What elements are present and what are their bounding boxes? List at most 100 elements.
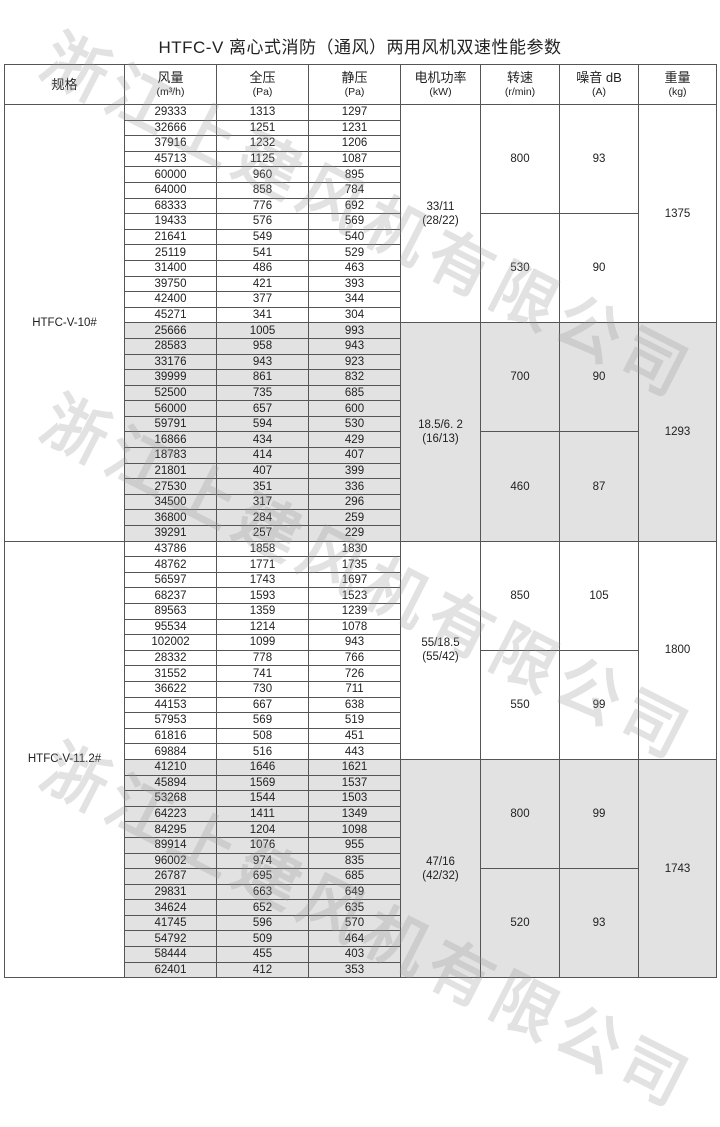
total-pressure-cell: 1005 [216, 322, 309, 339]
total-pressure-cell: 509 [216, 930, 309, 948]
static-pressure-cell: 530 [308, 415, 401, 433]
total-pressure-cell: 257 [216, 525, 309, 542]
total-pressure-cell: 414 [216, 447, 309, 464]
total-pressure-cell: 1743 [216, 571, 309, 589]
airflow-cell: 29333 [124, 104, 217, 121]
table-row: 26787 695 685 520 93 [5, 868, 717, 979]
static-pressure-cell: 259 [308, 509, 401, 527]
static-pressure-cell: 726 [308, 665, 401, 682]
noise-cell: 90 [559, 322, 639, 433]
airflow-cell: 43786 [124, 540, 217, 558]
total-pressure-cell: 434 [216, 431, 309, 449]
airflow-cell: 36622 [124, 680, 217, 698]
motor-power: 55/18.5 [421, 637, 460, 650]
table-row: 42400 377 344 [5, 291, 717, 308]
table-row: HTFC-V-11.2# 43786 1858 1830 55/18.5 (55/42) 8… [4, 540, 717, 979]
static-pressure-cell: 832 [308, 369, 401, 386]
total-pressure-cell: 776 [216, 197, 309, 215]
total-pressure-cell: 663 [216, 883, 309, 901]
static-pressure-cell: 336 [308, 478, 401, 495]
static-pressure-cell: 570 [308, 914, 401, 932]
noise-cell: 99 [559, 758, 639, 870]
table-row: HTFC-V-10# 29333 1313 1297 33/11 (28/22) 800 93… [4, 103, 717, 542]
static-pressure-cell: 353 [308, 961, 401, 979]
column-header-unit: (A) [592, 85, 606, 98]
total-pressure-cell: 351 [216, 478, 309, 495]
static-pressure-cell: 955 [308, 836, 401, 854]
total-pressure-cell: 695 [216, 868, 309, 885]
total-pressure-cell: 1569 [216, 774, 309, 792]
airflow-cell: 52500 [124, 384, 217, 402]
speed-cell: 850 [480, 540, 560, 651]
table-row: 33176 943 923 [5, 353, 717, 371]
static-pressure-cell: 923 [308, 353, 401, 371]
column-header-label: 转速 [506, 69, 533, 85]
static-pressure-cell: 540 [308, 228, 401, 246]
airflow-cell: 39999 [124, 369, 217, 386]
static-pressure-cell: 1349 [308, 805, 401, 823]
table-row: 39750 421 393 [5, 275, 717, 293]
table-row: 96002 974 835 [5, 852, 717, 870]
table-row: 56597 1743 1697 [5, 571, 717, 589]
static-pressure-cell: 229 [308, 525, 401, 542]
table-row: 68333 776 692 [5, 197, 717, 215]
column-header: 重量 (kg) [638, 64, 717, 105]
total-pressure-cell: 596 [216, 914, 309, 932]
column-header-label: 噪音 dB [576, 69, 622, 85]
motor-power-alt: (16/13) [422, 432, 459, 445]
noise-cell: 105 [559, 540, 639, 651]
column-header-label: 静压 [341, 69, 368, 85]
airflow-cell: 34500 [124, 493, 217, 511]
column-header: 电机功率 (kW) [400, 64, 481, 105]
table-row: 25666 1005 993 18.5/6. 2 (16/13) 700 90 1293 [5, 322, 717, 542]
static-pressure-cell: 1537 [308, 774, 401, 792]
static-pressure-cell: 451 [308, 727, 401, 745]
table-row: 64000 858 784 [5, 181, 717, 199]
airflow-cell: 25666 [124, 322, 217, 339]
static-pressure-cell: 403 [308, 946, 401, 963]
table-row: 31552 741 726 [5, 665, 717, 682]
column-header-unit: (kW) [429, 85, 452, 98]
table-row: 52500 735 685 [5, 384, 717, 402]
total-pressure-cell: 943 [216, 353, 309, 371]
speed-cell: 700 [480, 322, 560, 433]
static-pressure-cell: 569 [308, 213, 401, 230]
airflow-cell: 19433 [124, 213, 217, 230]
total-pressure-cell: 778 [216, 649, 309, 667]
airflow-cell: 56597 [124, 571, 217, 589]
static-pressure-cell: 1206 [308, 135, 401, 152]
table-row: 68237 1593 1523 [5, 587, 717, 604]
airflow-cell: 16866 [124, 431, 217, 449]
airflow-cell: 58444 [124, 946, 217, 963]
total-pressure-cell: 958 [216, 337, 309, 355]
total-pressure-cell: 974 [216, 852, 309, 870]
noise-cell: 90 [559, 213, 639, 324]
total-pressure-cell: 541 [216, 244, 309, 261]
total-pressure-cell: 576 [216, 213, 309, 230]
weight-cell: 1375 [638, 103, 717, 324]
static-pressure-cell: 1239 [308, 603, 401, 620]
table-row: 39999 861 832 [5, 369, 717, 386]
static-pressure-cell: 1735 [308, 556, 401, 573]
speed-cell: 800 [480, 758, 560, 870]
column-header-label: 规格 [51, 77, 78, 92]
total-pressure-cell: 960 [216, 166, 309, 183]
total-pressure-cell: 1214 [216, 618, 309, 636]
speed-cell: 800 [480, 103, 560, 215]
table-row: 102002 1099 943 [5, 634, 717, 651]
airflow-cell: 54792 [124, 930, 217, 948]
airflow-cell: 31400 [124, 259, 217, 277]
total-pressure-cell: 1411 [216, 805, 309, 823]
column-header-unit: (kg) [668, 85, 687, 98]
table-row: 69884 516 443 [5, 743, 717, 760]
airflow-cell: 34624 [124, 899, 217, 916]
airflow-cell: 45713 [124, 150, 217, 168]
total-pressure-cell: 412 [216, 961, 309, 979]
total-pressure-cell: 1313 [216, 104, 309, 121]
total-pressure-cell: 861 [216, 369, 309, 386]
motor-power: 18.5/6. 2 [418, 418, 463, 431]
total-pressure-cell: 1204 [216, 821, 309, 838]
airflow-cell: 39291 [124, 525, 217, 542]
motor-power-alt: (55/42) [422, 651, 459, 664]
airflow-cell: 64223 [124, 805, 217, 823]
